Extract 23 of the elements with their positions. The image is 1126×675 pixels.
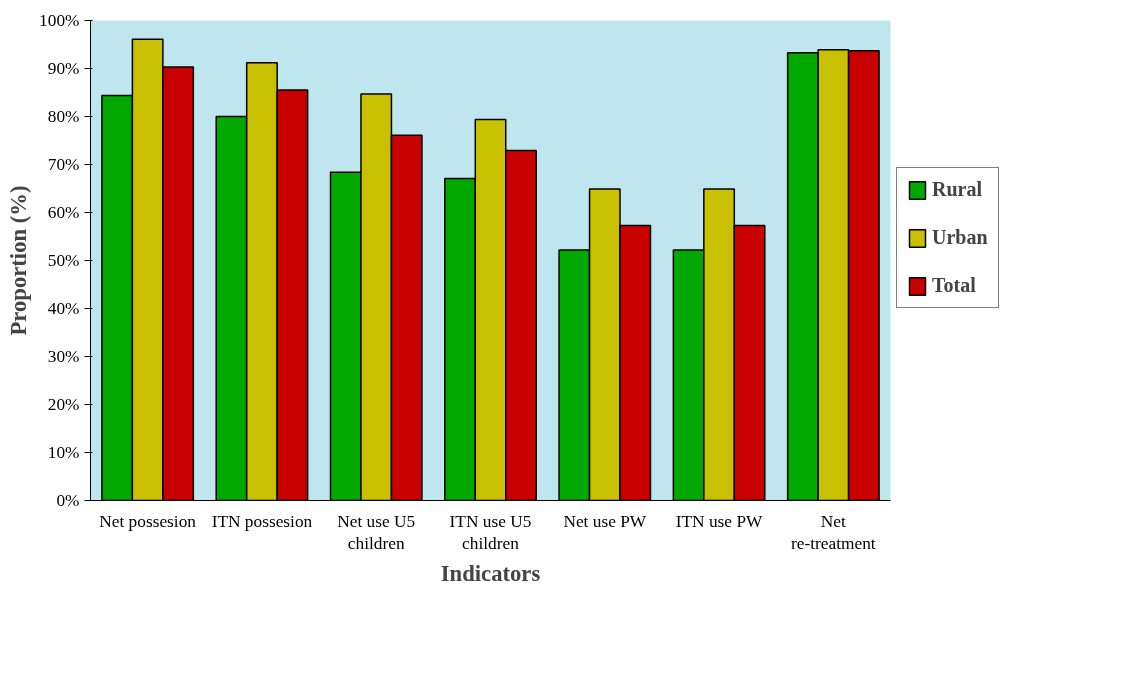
y-tick-label: 40% (47, 299, 80, 318)
y-tick-label: 80% (47, 107, 80, 126)
legend-label: Urban (932, 226, 988, 249)
y-axis-title: Proportion (%) (6, 185, 32, 336)
x-tick-label: ITN use PW (675, 511, 764, 531)
y-tick-label: 70% (47, 155, 80, 174)
y-tick-label: 20% (47, 395, 80, 414)
y-tick-label: 10% (47, 443, 80, 462)
x-tick-label: Net re-treatment (791, 511, 876, 554)
x-tick-label: Net use U5 children (337, 511, 416, 554)
legend-label: Rural (932, 178, 982, 201)
y-tick-label: 100% (39, 11, 80, 30)
y-tick-label: 90% (47, 59, 80, 78)
x-tick-label: Net possesion (99, 511, 197, 531)
y-tick-label: 30% (47, 347, 80, 366)
y-tick-label: 60% (47, 203, 80, 222)
x-tick-label: ITN possesion (211, 511, 313, 531)
x-axis-title: Indicators (440, 561, 541, 587)
x-tick-label: Net use PW (563, 511, 647, 531)
y-tick-label: 0% (56, 491, 80, 510)
x-tick-label: ITN use U5 children (449, 511, 532, 554)
y-tick-label: 50% (47, 251, 80, 270)
legend-label: Total (932, 274, 976, 297)
